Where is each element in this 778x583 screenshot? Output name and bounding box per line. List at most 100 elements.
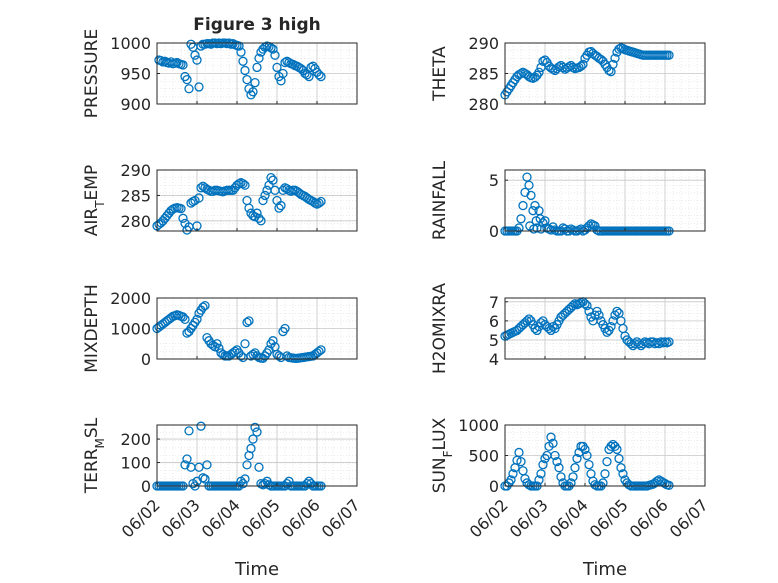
data-point [240, 65, 250, 76]
data-point [508, 469, 518, 479]
y-tick-label: 1000 [458, 416, 499, 435]
data-point [516, 214, 526, 224]
data-point [194, 82, 204, 92]
data-point [230, 346, 240, 357]
axes-box [504, 169, 706, 232]
data-point [618, 469, 628, 479]
y-axis-label: PRESSURE [82, 29, 102, 118]
data-point [554, 463, 564, 473]
data-point [266, 43, 276, 53]
data-point [184, 426, 194, 436]
y-tick-label: 280 [468, 95, 499, 114]
subplot-4: 0 5 RAINFALL [430, 160, 706, 241]
data-point [198, 473, 208, 483]
data-point [612, 306, 622, 316]
data-point [268, 336, 278, 346]
data-point [306, 62, 316, 73]
data-point [240, 180, 250, 190]
subplot-1: 900 950 1000 PRESSURE [82, 29, 358, 118]
data-point [516, 68, 526, 79]
data-point [238, 479, 248, 489]
data-point [652, 476, 662, 486]
data-point [270, 50, 280, 60]
data-point [276, 200, 286, 211]
axes-box [156, 42, 358, 105]
data-point [248, 434, 258, 444]
data-point [316, 345, 326, 355]
data-point [250, 78, 260, 88]
axes-box [504, 297, 706, 360]
data-point [598, 478, 608, 488]
figure-title: Figure 3 high [193, 15, 321, 35]
data-point [584, 459, 594, 470]
y-tick-label: 5 [489, 331, 499, 350]
x-tick-label: 06/06 [626, 495, 672, 541]
data-point [552, 456, 562, 467]
x-tick-label: 06/07 [666, 495, 712, 541]
data-point [234, 41, 244, 51]
x-axis-label-right: Time [582, 559, 627, 580]
data-point [580, 299, 590, 309]
data-point [506, 475, 516, 485]
data-point [584, 221, 594, 231]
data-point [572, 453, 582, 464]
data-point [526, 190, 536, 201]
data-point [274, 203, 284, 213]
data-point [246, 443, 256, 454]
data-point [248, 87, 258, 97]
data-point [546, 432, 556, 442]
y-tick-label: 200 [120, 430, 151, 449]
data-point [178, 213, 188, 223]
data-point [200, 474, 210, 484]
data-point [190, 50, 200, 60]
axes-box [504, 424, 706, 487]
y-tick-label: 280 [120, 212, 151, 231]
data-point [260, 190, 270, 201]
x-tick-label: 06/05 [238, 495, 284, 541]
data-point [316, 71, 326, 82]
data-point [576, 61, 586, 71]
x-tick-label: 06/05 [586, 495, 632, 541]
data-point [524, 180, 534, 190]
data-point [184, 84, 194, 94]
data-point [202, 460, 212, 470]
x-tick-label: 06/07 [318, 495, 364, 541]
data-point [176, 203, 186, 214]
y-tick-label: 900 [120, 95, 151, 114]
data-point [606, 321, 616, 332]
data-point [664, 50, 674, 60]
data-point [266, 172, 276, 183]
data-point [550, 450, 560, 461]
data-point [304, 71, 314, 82]
data-point [538, 459, 548, 470]
data-point [602, 456, 612, 467]
data-point [302, 70, 312, 80]
data-point [578, 59, 588, 69]
y-tick-label: 1000 [110, 34, 151, 53]
data-point [192, 55, 202, 65]
data-point [314, 346, 324, 357]
data-point [240, 339, 250, 349]
data-point [238, 179, 248, 189]
axes-box [156, 169, 358, 232]
data-point [182, 454, 192, 464]
y-tick-label: 6 [489, 312, 499, 331]
data-point [252, 427, 262, 437]
x-tick-label: 06/06 [278, 495, 324, 541]
axes-box [156, 424, 358, 487]
y-axis-label: MIXDEPTH [82, 284, 102, 373]
data-point [180, 460, 190, 470]
data-point [254, 213, 264, 223]
data-point [534, 67, 544, 77]
y-tick-label: 0 [489, 477, 499, 496]
data-point [178, 312, 188, 322]
data-point [180, 314, 190, 325]
data-point [568, 472, 578, 482]
y-tick-label: 7 [489, 293, 499, 312]
data-point [252, 208, 262, 218]
data-point [614, 453, 624, 464]
data-point [548, 64, 558, 74]
data-point [240, 474, 250, 484]
